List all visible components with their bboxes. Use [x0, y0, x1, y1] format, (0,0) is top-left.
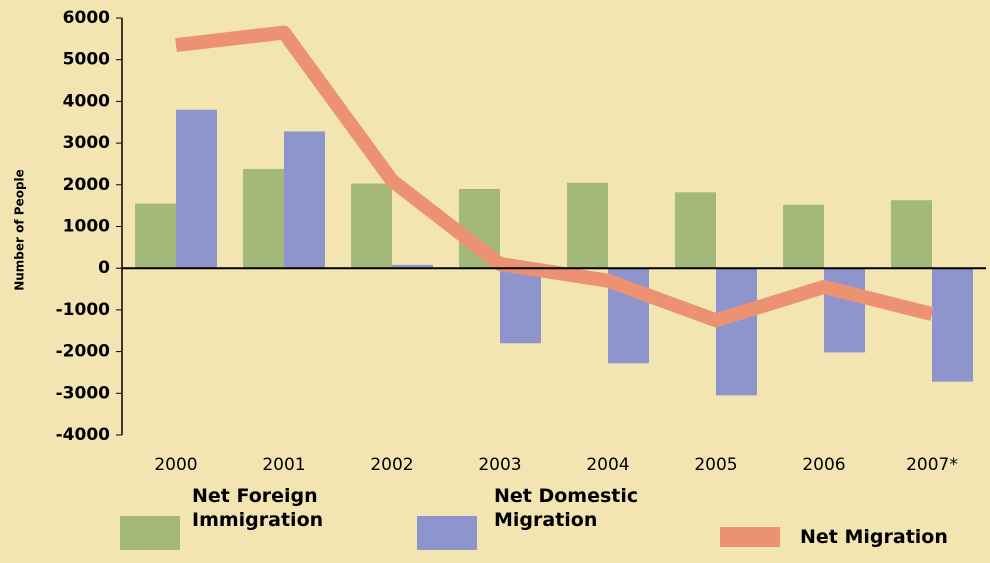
legend-label: Net Domestic Migration	[494, 485, 639, 531]
y-tick-label: 3000	[63, 133, 110, 153]
x-tick-label: 2006	[802, 455, 845, 475]
x-tick-label: 2005	[694, 455, 737, 475]
y-tick-label: -1000	[56, 300, 111, 320]
bar	[716, 268, 757, 396]
bar	[351, 183, 392, 269]
bar	[500, 268, 541, 344]
bar	[284, 131, 325, 269]
x-tick-label: 2004	[586, 455, 629, 475]
line	[175, 25, 934, 328]
x-tick-label: 2003	[478, 455, 521, 475]
legend-swatch	[417, 516, 477, 550]
bar	[135, 203, 176, 269]
y-tick-label: 6000	[63, 8, 110, 28]
legend-label: Net Migration	[800, 526, 948, 548]
y-tick-label: -4000	[56, 425, 111, 445]
bar	[932, 268, 973, 382]
x-tick-label: 2002	[370, 455, 413, 475]
y-tick-label: 5000	[63, 50, 110, 70]
y-tick-label: 4000	[63, 91, 110, 111]
bar	[891, 200, 932, 269]
bar	[783, 204, 824, 269]
legend-label: Net Foreign Immigration	[192, 485, 324, 531]
x-tick-label: 2007*	[906, 455, 958, 475]
legend-swatch	[720, 527, 780, 547]
legend-swatch	[120, 516, 180, 550]
bar	[675, 192, 716, 269]
bar	[392, 264, 433, 269]
y-tick-label: 0	[98, 258, 110, 278]
bar	[176, 109, 217, 269]
y-axis-label: Number of People	[13, 169, 27, 291]
y-tick-label: -3000	[56, 383, 111, 403]
bar	[567, 182, 608, 269]
bar	[243, 168, 284, 269]
x-tick-label: 2001	[262, 455, 305, 475]
y-tick-label: 2000	[63, 175, 110, 195]
y-tick-label: 1000	[63, 217, 110, 237]
x-tick-label: 2000	[154, 455, 197, 475]
bar	[824, 268, 865, 353]
y-tick-label: -2000	[56, 342, 111, 362]
